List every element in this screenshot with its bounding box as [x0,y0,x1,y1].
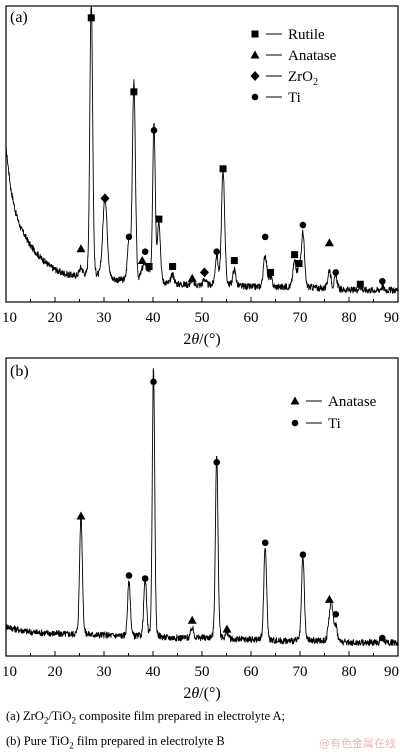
x-axis: 10 20 30 40 50 60 70 80 90 [2,651,399,680]
x-tick-label: 10 [2,310,17,326]
chart-b: 10 20 30 40 50 60 70 80 90 2θ/(°) (b) Anatase Ti [0,354,400,706]
legend-label: Ti [288,90,301,106]
x-tick-label: 70 [293,310,308,326]
x-tick-label: 40 [146,310,161,326]
circle-marker [262,234,269,241]
legend-label: ZrO2 [288,69,318,88]
square-marker [357,281,364,288]
peak-markers [76,14,385,287]
x-tick-label: 60 [244,310,259,326]
circle-marker [300,222,307,229]
x-tick-label: 30 [97,310,112,326]
panel-label: (a) [10,9,28,26]
legend-entry: Ti [252,90,301,106]
triangle-marker [325,238,334,246]
xrd-pattern-line [6,7,398,293]
diamond-marker [200,267,209,277]
x-tick-label: 50 [195,664,210,680]
x-tick-label: 10 [2,664,17,680]
legend-entry: Ti [292,416,341,432]
square-marker [169,263,176,270]
x-tick-label: 20 [48,310,63,326]
xrd-pattern-line [6,369,398,646]
x-tick-label: 80 [342,310,357,326]
square-marker [267,269,274,276]
circle-marker [332,611,339,618]
legend-entry: Anatase [251,48,337,64]
x-tick-label: 50 [195,310,210,326]
triangle-marker [188,274,197,282]
circle-marker [126,572,133,579]
x-tick-label: 90 [384,310,399,326]
x-tick-label: 70 [293,664,308,680]
circle-marker [262,539,269,546]
watermark: @有色金属在线 [319,735,396,751]
chart-a: 10 20 30 40 50 60 70 80 90 2θ/(°) (a) Rutile Anatase… [0,0,400,352]
square-marker [88,14,95,21]
circle-marker [300,551,307,558]
plot-frame [6,6,398,302]
legend: Anatase Ti [291,394,377,432]
legend-entry: Rutile [252,27,326,43]
circle-marker [151,127,158,134]
legend-triangle-icon [251,51,260,59]
triangle-marker [76,511,85,519]
triangle-marker [76,244,85,252]
circle-marker [142,575,149,582]
caption-a: (a) ZrO2/TiO2 composite film prepared in… [6,706,398,731]
square-marker [130,88,137,95]
x-tick-label: 60 [244,664,259,680]
circle-marker [379,635,386,642]
triangle-marker [138,256,147,264]
triangle-marker [188,616,197,624]
square-marker [291,251,298,258]
x-axis-label: 2θ/(°) [183,685,220,702]
circle-marker [150,379,157,386]
x-tick-label: 20 [48,664,63,680]
legend-diamond-icon [251,71,260,81]
square-marker [296,260,303,267]
legend-circle-icon [252,94,259,101]
x-axis: 10 20 30 40 50 60 70 80 90 [2,297,399,326]
x-tick-label: 30 [97,664,112,680]
diamond-marker [100,193,109,203]
legend-label: Rutile [288,27,325,43]
circle-marker [213,459,220,466]
legend-label: Anatase [328,394,377,410]
legend-triangle-icon [291,397,300,405]
x-tick-label: 40 [146,664,161,680]
x-axis-label: 2θ/(°) [183,331,220,348]
x-tick-label: 80 [342,664,357,680]
panel-label: (b) [10,363,29,380]
circle-marker [126,234,133,241]
circle-marker [213,248,220,255]
triangle-marker [325,595,334,603]
circle-marker [379,278,386,285]
legend-entry: Anatase [291,394,377,410]
x-tick-label: 90 [384,664,399,680]
legend-square-icon [252,31,259,38]
square-marker [155,216,162,223]
legend-circle-icon [292,420,299,427]
legend-label: Ti [328,416,341,432]
square-marker [220,165,227,172]
legend-entry: ZrO2 [251,69,319,88]
triangle-marker [222,625,231,633]
circle-marker [332,269,339,276]
square-marker [231,257,238,264]
legend-label: Anatase [288,48,337,64]
circle-marker [142,248,149,255]
legend: Rutile Anatase ZrO2 Ti [251,27,337,106]
